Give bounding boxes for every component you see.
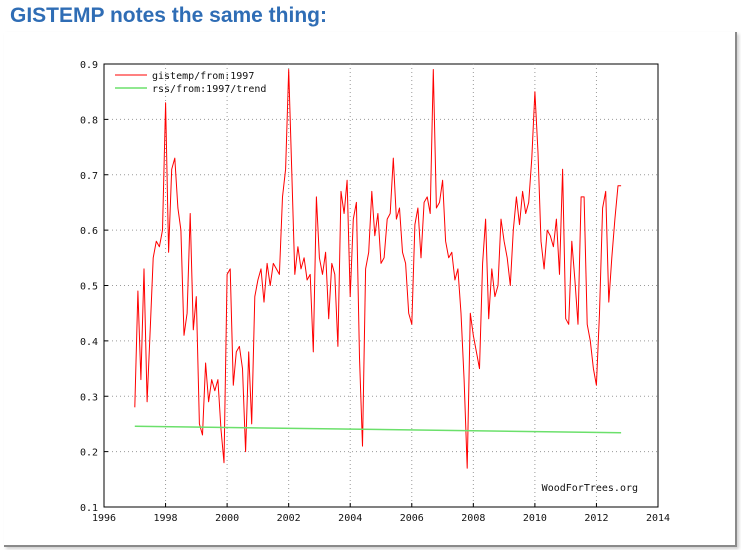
x-tick-label: 2004 (338, 513, 362, 524)
y-tick-label: 0.5 (80, 282, 98, 293)
watermark: WoodForTrees.org (542, 483, 638, 494)
image-frame (4, 32, 737, 547)
legend: gistemp/from:1997 rss/from:1997/trend (115, 71, 266, 95)
x-tick-label: 2010 (523, 513, 547, 524)
series-layer (134, 69, 622, 469)
slide-title: GISTEMP notes the same thing: (10, 4, 327, 27)
x-tick-label: 2008 (461, 513, 485, 524)
legend-label-rss: rss/from:1997/trend (152, 84, 266, 95)
y-tick-label: 0.4 (80, 337, 98, 348)
y-tick-label: 0.9 (80, 60, 98, 71)
y-tick-label: 0.6 (80, 226, 98, 237)
y-tick-label: 0.1 (80, 503, 98, 514)
y-tick-label: 0.2 (80, 448, 98, 459)
x-tick-label: 2006 (400, 513, 424, 524)
x-tick-label: 1998 (154, 513, 178, 524)
x-tick-label: 2014 (646, 513, 670, 524)
series-gistemp-line (134, 69, 622, 469)
y-tick-label: 0.8 (80, 115, 98, 126)
axis-ticks: 1996 1998 2000 2002 2004 2006 2008 2010 2012 2014… (80, 60, 670, 524)
x-tick-label: 2002 (277, 513, 301, 524)
x-tick-label: 2012 (584, 513, 608, 524)
y-tick-label: 0.3 (80, 392, 98, 403)
x-tick-label: 2000 (215, 513, 239, 524)
y-tick-label: 0.7 (80, 171, 98, 182)
grid (104, 64, 658, 507)
x-tick-label: 1996 (92, 513, 116, 524)
series-rss-trend-line (134, 425, 622, 434)
legend-label-gistemp: gistemp/from:1997 (152, 71, 254, 82)
